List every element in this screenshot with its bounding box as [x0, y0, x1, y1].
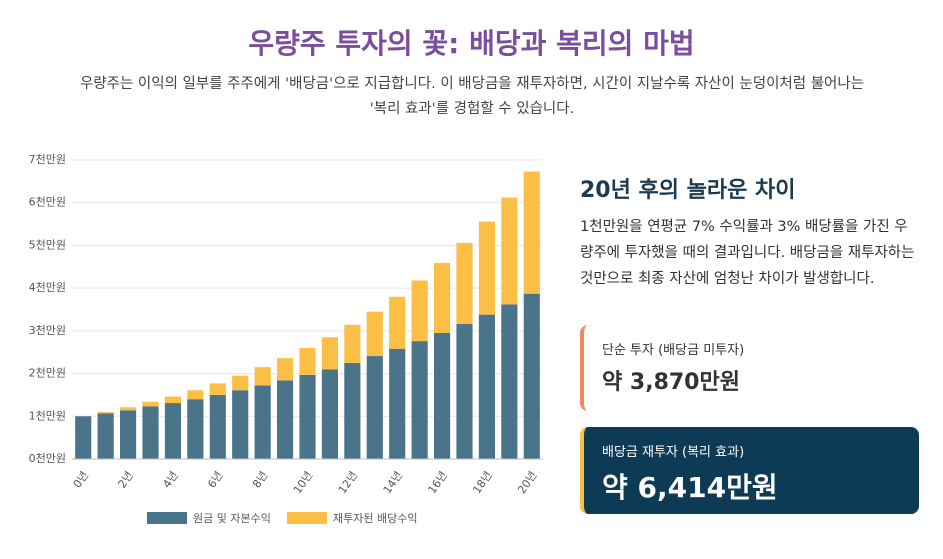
legend-swatch	[287, 512, 327, 524]
bar-segment	[433, 262, 451, 333]
x-tick-label: 4년	[160, 469, 180, 490]
bar-segment	[433, 332, 451, 459]
bar-segment	[411, 341, 428, 459]
bar-segment	[75, 416, 92, 459]
bar-segment	[187, 390, 204, 400]
x-tick-label: 18년	[470, 469, 494, 496]
x-tick-label: 20년	[515, 469, 539, 496]
bar-segment	[389, 348, 406, 459]
y-tick-label: 4천만원	[29, 280, 66, 294]
x-tick-label: 2년	[116, 469, 136, 490]
bar-segment	[119, 407, 137, 411]
y-tick-label: 3천만원	[29, 323, 66, 337]
bar-segment	[411, 280, 428, 342]
bar-segment	[254, 367, 271, 386]
bar-segment	[501, 197, 518, 305]
y-tick-label: 2천만원	[29, 366, 66, 380]
card-value: 약 3,870만원	[602, 370, 740, 395]
bar-segment	[119, 410, 137, 459]
bar-segment	[501, 304, 518, 459]
bar-segment	[523, 293, 540, 459]
bar-segment	[299, 374, 316, 459]
bar-segment	[276, 380, 294, 459]
bar-segment	[299, 347, 316, 375]
bar-segment	[276, 358, 294, 381]
bar-segment	[478, 221, 496, 315]
bar-segment	[142, 401, 159, 407]
bar-segment	[344, 362, 361, 459]
bar-segment	[366, 356, 383, 459]
bar-segment	[478, 314, 496, 459]
subtitle: 우량주는 이익의 일부를 주주에게 '배당금'으로 지급합니다. 이 배당금을 …	[79, 76, 865, 117]
card-label: 단순 투자 (배당금 미투자)	[602, 343, 745, 358]
bar-segment	[142, 406, 159, 459]
legend-swatch	[147, 512, 187, 524]
bar-segment	[187, 399, 204, 459]
bar-segment	[456, 324, 473, 459]
bar-segment	[97, 412, 114, 414]
y-tick-label: 0천만원	[29, 451, 66, 465]
x-tick-label: 0년	[71, 469, 91, 490]
bar-segment	[164, 396, 182, 404]
legend-label: 재투자된 배당수익	[333, 512, 417, 525]
bar-segment	[344, 324, 361, 363]
chart: 0천만원 1천만원 2천만원 3천만원 4천만원 5천만원 6천만원 7천만원 0년 2년 4년 6년…	[29, 152, 543, 525]
panel-heading: 20년 후의 놀라운 차이	[580, 178, 796, 203]
bar-segment	[97, 413, 114, 459]
x-tick-label: 6년	[205, 469, 225, 490]
bar-segment	[366, 311, 383, 357]
y-tick-label: 7천만원	[29, 152, 66, 166]
x-tick-label: 14년	[381, 469, 405, 496]
panel-text: 1천만원을 연평균 7% 수익률과 3% 배당률을 가진 우량주에 투자했을 때…	[580, 219, 915, 287]
x-tick-label: 16년	[425, 469, 449, 496]
y-tick-label: 1천만원	[29, 408, 66, 422]
bar-segment	[164, 403, 182, 459]
bar-segment	[232, 390, 249, 459]
title: 우량주 투자의 꽃: 배당과 복리의 마법	[248, 27, 695, 60]
y-tick-label: 5천만원	[29, 237, 66, 251]
card: 배당금 재투자 (복리 효과) 약 6,414만원	[580, 427, 919, 514]
x-tick-label: 8년	[250, 469, 270, 490]
x-tick-label: 10년	[291, 469, 315, 496]
card-value: 약 6,414만원	[602, 471, 778, 504]
legend-label: 원금 및 자본수익	[193, 512, 271, 525]
bar-segment	[321, 369, 339, 459]
y-tick-label: 6천만원	[29, 195, 66, 209]
bar-segment	[456, 242, 473, 325]
bar-segment	[321, 337, 339, 370]
bar-segment	[389, 296, 406, 349]
bar-segment	[209, 383, 226, 395]
bar-segment	[209, 394, 226, 459]
card: 단순 투자 (배당금 미투자) 약 3,870만원	[580, 325, 896, 411]
card-label: 배당금 재투자 (복리 효과)	[602, 445, 745, 460]
bar-segment	[232, 375, 249, 391]
x-tick-label: 12년	[336, 469, 360, 496]
bar-segment	[523, 171, 540, 294]
bar-segment	[254, 385, 271, 459]
